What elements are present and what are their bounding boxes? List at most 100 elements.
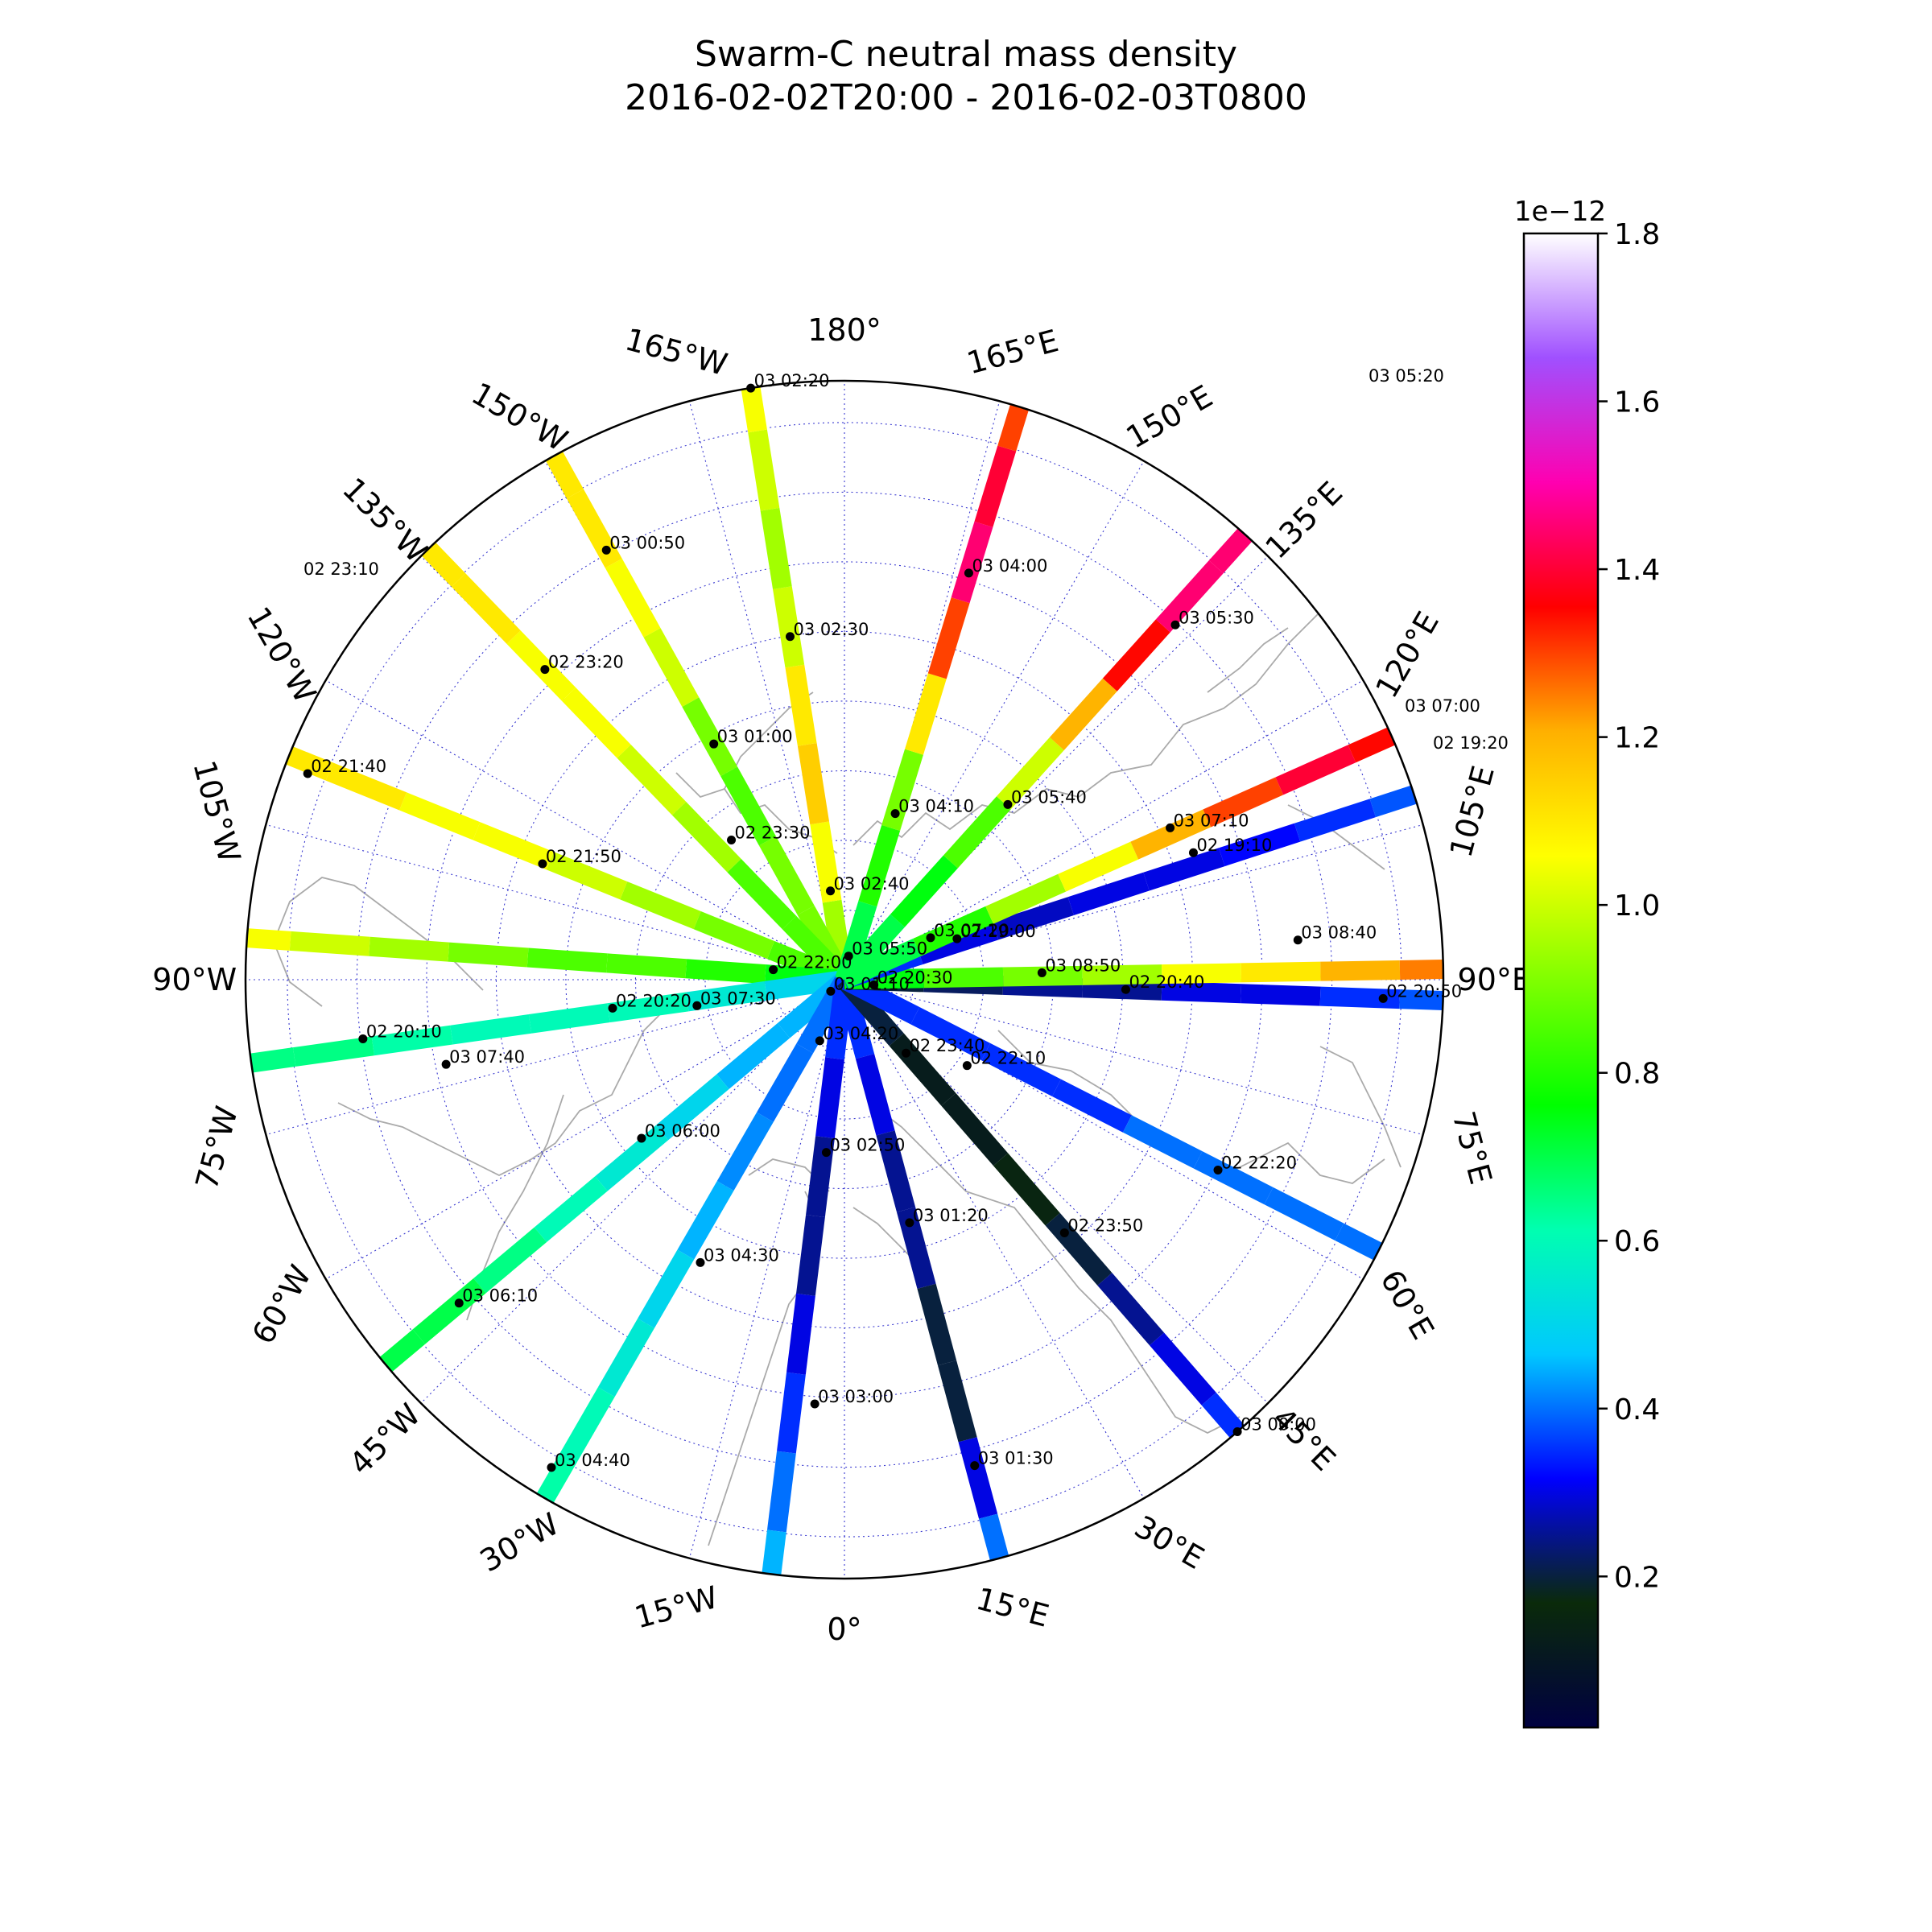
track-segment (958, 1437, 998, 1519)
track-segment (1097, 1273, 1165, 1346)
time-marker: 02 20:40 (1121, 972, 1204, 994)
marker-label: 03 04:00 (972, 556, 1047, 576)
track-segment (620, 881, 701, 930)
marker-dot (962, 1061, 972, 1071)
marker-dot (869, 980, 879, 989)
track-segment (606, 953, 687, 979)
marker-label: 03 05:50 (852, 939, 927, 959)
track-segment (289, 931, 370, 956)
time-marker: 03 00:00 (1232, 1415, 1316, 1437)
outside-label: 02 19:20 (1433, 733, 1509, 753)
chart-subtitle: 2016-02-02T20:00 - 2016-02-03T0800 (625, 77, 1307, 118)
map-boundary (244, 379, 1445, 1580)
meridian (246, 979, 845, 1143)
time-marker: 02 20:50 (1378, 981, 1462, 1003)
track-segment (1122, 1115, 1203, 1169)
time-marker: 02 20:30 (869, 968, 953, 989)
track-segment (913, 906, 993, 956)
marker-dot (303, 769, 312, 778)
meridian (399, 979, 845, 1425)
meridian (844, 535, 1290, 980)
track-segment (974, 445, 1017, 527)
marker-dot (608, 1003, 617, 1013)
outside-time-labels: 03 05:20 02 23:10 03 07:00 02 19:20 (303, 366, 1509, 753)
time-marker: 02 23:40 (902, 1036, 985, 1058)
track-segment (655, 1074, 729, 1141)
time-marker: 02 19:10 (1188, 836, 1272, 857)
marker-label: 03 04:10 (898, 797, 974, 816)
track (518, 975, 853, 1534)
longitude-label: 15°E (972, 1581, 1053, 1634)
marker-label: 02 20:30 (877, 968, 953, 987)
meridian (844, 979, 1389, 1295)
track-segment (399, 792, 481, 840)
track-segment (506, 630, 576, 701)
marker-label: 03 07:40 (449, 1047, 525, 1067)
track-segment (1294, 799, 1376, 842)
marker-dot (902, 1048, 911, 1058)
track-segment (943, 796, 1011, 869)
colorbar-tick-label: 0.2 (1614, 1561, 1660, 1594)
track-segment (992, 897, 1074, 940)
track-segment (910, 1007, 991, 1061)
time-marker: 03 08:50 (1037, 956, 1121, 977)
marker-label: 03 04:30 (704, 1245, 779, 1265)
track (246, 970, 846, 1078)
marker-dot (441, 1059, 451, 1069)
track-segment (757, 1043, 814, 1122)
coastline (1319, 1046, 1402, 1168)
marker-label: 03 01:20 (913, 1206, 989, 1225)
marker-dot (637, 1133, 646, 1143)
time-marker: 03 02:20 (746, 371, 830, 393)
marker-label: 02 19:10 (1196, 836, 1272, 855)
meridian (681, 979, 845, 1579)
marker-dot (601, 545, 611, 555)
marker-label: 03 00:00 (1241, 1415, 1316, 1435)
track-segment (766, 1451, 796, 1533)
track-segment (1058, 841, 1139, 892)
marker-label: 02 23:40 (910, 1036, 985, 1055)
marker-dot (1166, 823, 1175, 832)
track-segment (1130, 809, 1212, 860)
time-marker: 03 01:00 (709, 727, 793, 749)
longitude-label: 15°W (631, 1579, 722, 1636)
colorbar-tick-label: 1.8 (1614, 218, 1660, 251)
track-segment (528, 1003, 610, 1034)
time-marker: 03 04:00 (964, 556, 1047, 578)
track-segment (1369, 774, 1443, 818)
time-marker: 03 06:00 (637, 1121, 720, 1143)
track-segment (685, 959, 766, 985)
track-segment (876, 1130, 916, 1212)
track-segment (1049, 678, 1117, 750)
meridian (681, 381, 845, 980)
marker-label: 03 05:30 (1179, 608, 1254, 627)
marker-label: 02 19:00 (960, 922, 1036, 941)
meridian (246, 816, 845, 980)
track-segment (607, 992, 689, 1023)
track-segment (985, 873, 1067, 924)
track-segment (748, 429, 780, 511)
marker-label: 02 22:10 (970, 1049, 1046, 1068)
track (528, 419, 853, 985)
longitude-label: 120°W (241, 601, 324, 708)
track-segment (1052, 1079, 1132, 1133)
marker-label: 03 06:10 (462, 1286, 538, 1306)
meridian (844, 979, 1443, 1143)
marker-label: 03 01:00 (717, 727, 793, 746)
time-markers: 03 02:20 03 02:30 03 02:40 03 00:50 03 01:00… (303, 371, 1462, 1472)
time-marker: 03 04:20 (815, 1024, 898, 1046)
marker-dot (785, 632, 795, 642)
track-segment (981, 1042, 1061, 1096)
colorbar-tick-label: 0.6 (1614, 1225, 1660, 1258)
track-segment (369, 936, 450, 962)
time-marker: 02 21:50 (538, 847, 621, 869)
longitude-label: 0° (827, 1612, 861, 1647)
track-segment (727, 858, 797, 930)
time-marker: 03 04:10 (890, 797, 974, 819)
track-segment (246, 926, 291, 951)
marker-label: 02 22:20 (1221, 1153, 1297, 1172)
track (352, 972, 851, 1396)
track-segment (682, 697, 738, 777)
colorbar-tick-label: 0.8 (1614, 1058, 1660, 1091)
